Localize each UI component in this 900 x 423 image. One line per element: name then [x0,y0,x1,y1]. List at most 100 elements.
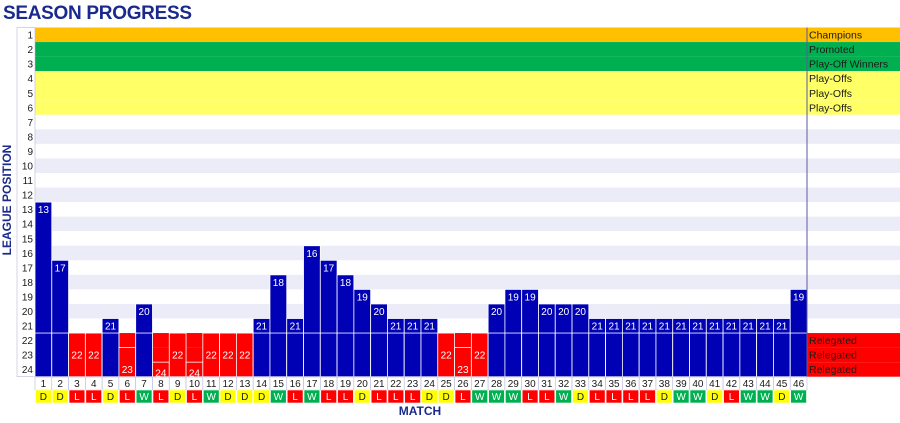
bar-value-label: 21 [759,322,771,333]
match-result-cell [622,389,639,404]
match-result-cell [51,389,69,404]
match-result-cell [219,389,237,404]
match-result: D [359,392,366,403]
bar-value-label: 21 [256,322,268,333]
match-number: 16 [290,379,302,390]
row-band-12 [35,187,900,203]
bar-value-label: 21 [608,322,620,333]
match-result-cell [119,389,136,404]
zone-label-5: Play-Offs [809,102,852,114]
match-result: D [711,392,718,403]
match-result-cell [135,389,153,404]
bar-value-label: 22 [239,351,251,362]
match-result: L [410,392,416,403]
match-number: 10 [189,379,201,390]
match-result: L [376,392,382,403]
bar-base [521,332,539,378]
bar-base [34,332,53,378]
match-number: 38 [659,379,671,390]
bar-base [588,332,607,378]
bar-value-label: 21 [625,322,637,333]
bar-value-label: 17 [323,263,335,274]
row-band-19 [35,289,900,304]
y-tick-label: 7 [27,118,33,129]
bar-value-label: 20 [373,307,385,318]
match-result: L [192,392,198,403]
match-result: D [426,392,433,403]
y-tick-label: 18 [22,278,34,289]
bar-base [370,332,388,378]
match-result: W [274,392,284,403]
bar-value-label: 17 [55,263,67,274]
match-number: 25 [441,379,453,390]
bar-value-label: 21 [424,322,436,333]
chart-title: SEASON PROGRESS [3,3,192,24]
match-result: W [509,392,519,403]
match-result-cell [303,389,321,404]
match-result: L [326,392,332,403]
match-result: D [778,392,785,403]
match-result-cell [320,389,337,404]
match-number: 8 [158,379,164,390]
match-result-cell [706,389,723,404]
match-number: 31 [541,379,553,390]
y-tick-label: 3 [27,60,33,71]
match-number: 28 [491,379,503,390]
row-band-6 [35,100,900,115]
match-number: 22 [390,379,402,390]
match-result-cell [689,389,707,404]
match-result: W [794,392,804,403]
match-number: 13 [239,379,251,390]
row-band-20 [35,303,900,319]
bar-base [773,332,791,378]
match-number: 9 [175,379,181,390]
match-result-cell [68,389,86,404]
bar-base [336,332,355,378]
row-band-13 [35,202,900,217]
match-number: 37 [642,379,654,390]
match-result: D [40,392,47,403]
bar-base [722,332,741,378]
bar-base [672,332,690,378]
match-result-cell [370,389,388,404]
row-band-7 [35,114,900,130]
match-number: 7 [141,379,147,390]
match-number: 26 [457,379,469,390]
y-tick-label: 5 [27,89,33,100]
match-result: L [594,392,600,403]
match-result-cell [723,389,740,404]
bar-base [538,332,556,378]
bar-base [487,332,506,378]
match-result-cell [756,389,774,404]
zone-label-8: Relegated [809,364,857,376]
bar-value-label: 22 [474,351,486,362]
bar-value-label: 24 [189,369,201,380]
match-number: 46 [793,379,805,390]
bar-value-label: 21 [726,322,738,333]
match-result: W [475,392,485,403]
bar-base [135,332,153,378]
match-result-cell [387,389,405,404]
bar-base [638,332,657,378]
bar-value-label: 18 [273,278,285,289]
match-number: 19 [340,379,352,390]
bar-base [756,332,774,378]
match-result-cell [437,389,455,404]
match-number: 34 [592,379,604,390]
zone-label-2: Play-Off Winners [809,59,888,71]
match-number: 33 [575,379,587,390]
row-band-8 [35,129,900,144]
match-number: 23 [407,379,419,390]
match-number: 24 [424,379,436,390]
match-result: D [107,392,114,403]
match-result: L [393,392,399,403]
bar-base [689,332,707,378]
bar-value-label: 19 [508,292,520,303]
match-result-cell [354,389,371,404]
match-result: W [559,392,569,403]
row-band-16 [35,245,900,261]
row-band-15 [35,231,900,246]
bar-base [739,332,758,378]
match-result: D [443,392,450,403]
bar-base [605,332,623,378]
